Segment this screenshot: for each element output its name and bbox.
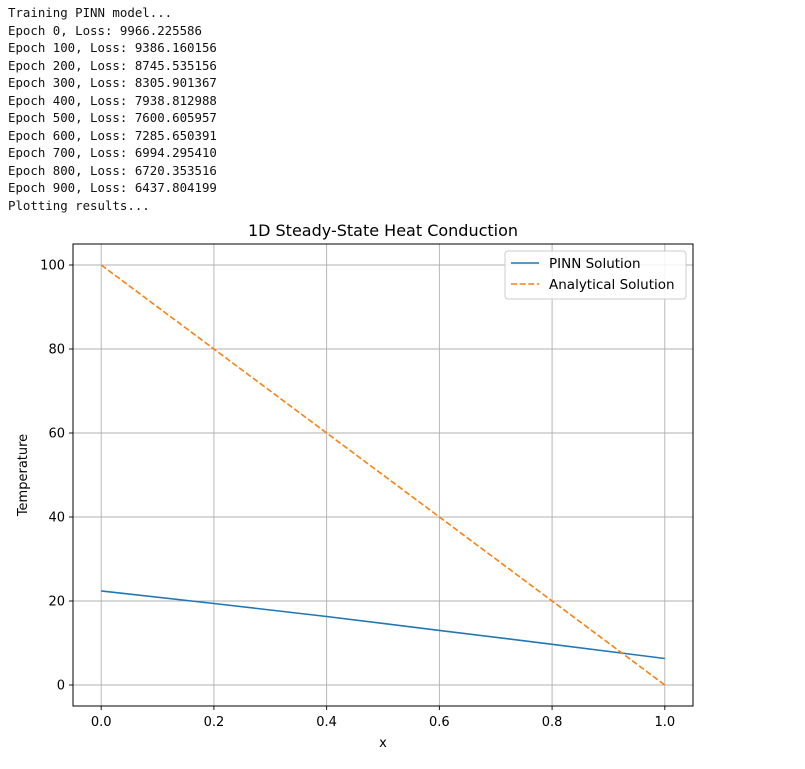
chart-title: 1D Steady-State Heat Conduction — [248, 221, 518, 240]
console-line: Epoch 100, Loss: 9386.160156 — [8, 40, 217, 55]
console-line: Training PINN model... — [8, 5, 173, 20]
console-line: Epoch 0, Loss: 9966.225586 — [8, 22, 202, 38]
grid — [73, 244, 693, 706]
console-output: Training PINN model... Epoch 0, Loss: 996… — [8, 4, 217, 214]
y-tick-label: 100 — [40, 259, 65, 274]
console-line: Epoch 200, Loss: 8745.535156 — [8, 57, 217, 73]
y-tick-label: 20 — [48, 595, 65, 610]
console-line: Epoch 300, Loss: 8305.901367 — [8, 75, 217, 90]
console-line: Epoch 900, Loss: 6437.804199 — [8, 180, 217, 195]
x-tick-label: 1.0 — [654, 715, 675, 730]
console-line: Epoch 500, Loss: 7600.605957 — [8, 110, 217, 125]
legend-label: Analytical Solution — [549, 277, 675, 293]
console-line: Epoch 400, Loss: 7938.812988 — [8, 92, 217, 108]
x-tick-label: 0.0 — [91, 715, 112, 730]
y-tick-label: 40 — [48, 511, 65, 526]
console-line: Epoch 800, Loss: 6720.353516 — [8, 162, 217, 178]
plot-frame — [72, 243, 694, 707]
x-axis-label: x — [379, 736, 387, 751]
legend-label: PINN Solution — [549, 256, 641, 272]
y-tick-label: 60 — [48, 427, 65, 442]
y-tick-label: 0 — [57, 679, 65, 694]
y-tick-label: 80 — [48, 343, 65, 358]
console-line: Epoch 600, Loss: 7285.650391 — [8, 127, 217, 143]
console-line: Epoch 700, Loss: 6994.295410 — [8, 145, 217, 160]
x-tick-label: 0.8 — [542, 715, 563, 730]
legend-box — [504, 250, 687, 300]
console-line: Plotting results... — [8, 197, 150, 213]
y-axis-label: Temperature — [16, 434, 31, 517]
x-tick-label: 0.2 — [204, 715, 225, 730]
ticks: 0.0 0.2 0.4 0.6 0.8 1.0 0 20 40 60 80 100 — [40, 259, 675, 731]
series-line-pinn — [101, 590, 665, 660]
x-tick-label: 0.4 — [316, 715, 337, 730]
x-tick-label: 0.6 — [429, 715, 450, 730]
legend: PINN Solution Analytical Solution — [504, 250, 687, 300]
series-group — [100, 264, 666, 686]
series-line-analytical — [100, 264, 666, 686]
